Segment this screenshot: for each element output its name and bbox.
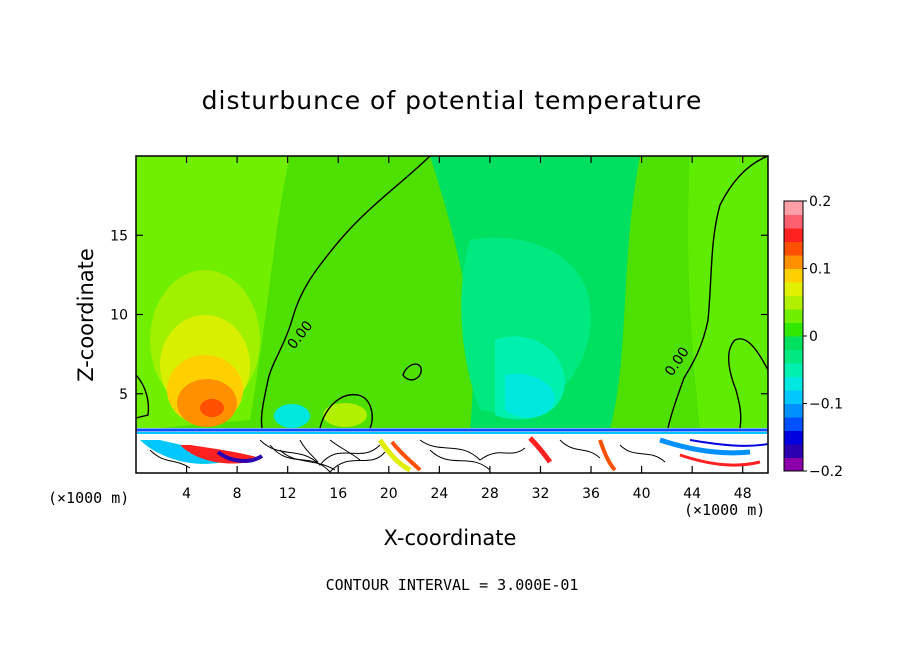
x-tick-label: 36 [582,486,600,502]
field-region-cool-3 [505,373,555,418]
colorbar-tick-label: −0.2 [809,464,843,480]
colorbar-segment [784,444,803,458]
colorbar-segment [784,403,803,418]
colorbar-segment [784,282,803,296]
y-tick-label: 5 [119,387,128,403]
warm-blob [323,403,367,427]
x-tick-label: 12 [279,486,297,502]
x-tick-label: 48 [734,486,752,502]
colorbar-segment [784,255,803,269]
x-axis: 4 8 12 16 20 24 28 32 36 40 44 48 [182,156,752,502]
colorbar-segment [784,309,803,323]
colorbar-segment [784,228,803,242]
chart-title: disturbunce of potential temperature [201,86,703,115]
zero-contours [136,156,768,429]
field-region-east [688,156,768,430]
y-tick-label: 10 [110,308,128,324]
cool-patch [274,404,310,428]
x-unit-label-left: (×1000 m) [48,489,130,507]
y-axis: 5 10 15 [110,228,768,403]
heatmap-field [136,156,768,473]
x-tick-label: 32 [532,486,550,502]
contour-interval-note: CONTOUR INTERVAL = 3.000E-01 [325,576,579,594]
colorbar-segment [784,214,803,229]
colorbar-segment [784,201,803,215]
colorbar-segment [784,268,803,283]
x-unit-label-right: (×1000 m) [684,501,766,519]
colorbar-tick-label: 0.2 [809,194,831,210]
x-axis-label: X-coordinate [383,526,517,550]
y-tick-label: 15 [110,228,128,244]
colorbar-segment [784,376,803,391]
colorbar-segment [784,349,803,364]
colorbar-segment [784,457,803,472]
x-tick-label: 44 [683,486,701,502]
x-tick-label: 24 [430,486,448,502]
colorbar-segment [784,417,803,431]
x-tick-label: 40 [633,486,651,502]
colorbar-segment [784,390,803,404]
colorbar-segment [784,336,803,350]
colorbar-tick-label: 0.1 [809,262,831,278]
x-tick-label: 8 [233,486,242,502]
lower-layer [136,428,768,473]
colorbar-segment [784,241,803,256]
colorbar-segment [784,295,803,310]
x-tick-label: 16 [329,486,347,502]
colorbar-tick-label: 0 [809,329,818,345]
colorbar-segment [784,322,803,337]
colorbar-segment [784,363,803,377]
warm-plume-center [200,399,224,417]
colorbar-segment [784,430,803,445]
x-tick-label: 20 [380,486,398,502]
x-tick-label: 28 [481,486,499,502]
colorbar-tick-label: −0.1 [809,397,843,413]
x-tick-label: 4 [182,486,191,502]
lower-layer-contours [149,439,666,473]
colorbar: 0.2 0.1 0 −0.1 −0.2 [783,194,843,480]
